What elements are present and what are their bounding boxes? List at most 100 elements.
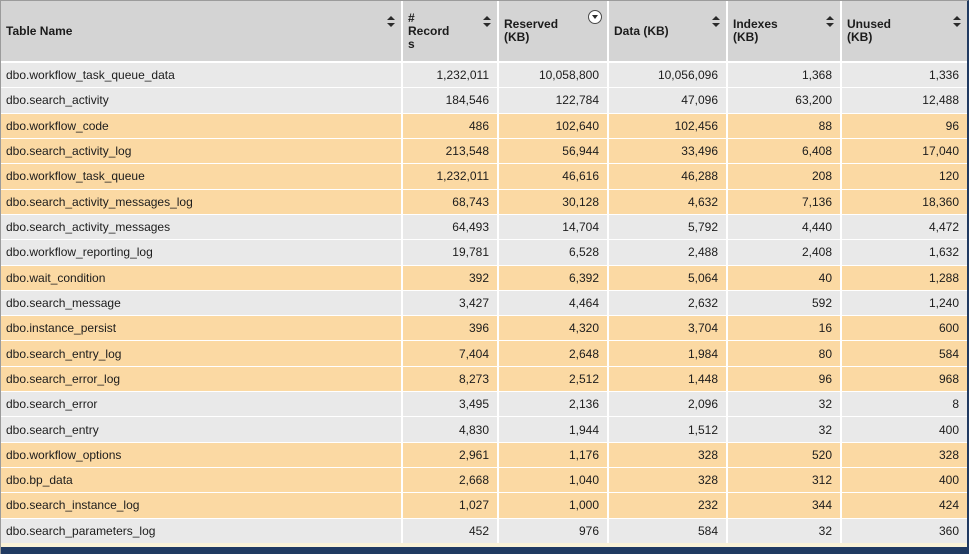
cell-data: 5,064 [609, 265, 728, 290]
cell-data: 1,512 [609, 417, 728, 442]
cell-records: 392 [403, 265, 499, 290]
table-row[interactable]: dbo.search_error_log 8,273 2,512 1,448 9… [1, 366, 967, 393]
table-row[interactable]: dbo.search_parameters_log 452 976 584 32… [1, 518, 967, 543]
cell-records: 68,743 [403, 189, 499, 214]
cell-records: 213,548 [403, 138, 499, 164]
cell-data: 232 [609, 493, 728, 518]
cell-unused: 328 [938, 447, 959, 462]
table-header-row: Table Name # Records Reserved (KB) Data … [1, 1, 967, 63]
cell-reserved: 2,512 [499, 366, 609, 392]
cell-reserved: 122,784 [499, 88, 609, 113]
cell-records: 396 [403, 316, 499, 341]
cell-records: 2,961 [403, 442, 499, 467]
cell-table-name: dbo.search_activity [1, 88, 403, 113]
cell-indexes: 32 [728, 392, 842, 417]
sort-descending-icon[interactable] [588, 10, 602, 24]
cell-data: 33,496 [609, 138, 728, 164]
cell-reserved: 2,136 [499, 392, 609, 417]
cell-data: 2,096 [609, 392, 728, 417]
sort-arrows-icon[interactable] [483, 16, 491, 27]
cell-table-name: dbo.search_parameters_log [1, 518, 403, 543]
cell-records: 19,781 [403, 240, 499, 265]
table-row[interactable]: dbo.workflow_reporting_log 19,781 6,528 … [1, 240, 967, 266]
cell-data: 2,488 [609, 240, 728, 265]
cell-unused: 1,288 [928, 270, 959, 285]
cell-reserved: 6,392 [499, 265, 609, 290]
sort-arrows-icon[interactable] [387, 16, 395, 27]
table-row[interactable]: dbo.workflow_task_queue_data 1,232,011 1… [1, 63, 967, 89]
cell-data: 1,984 [609, 341, 728, 366]
cell-indexes: 32 [728, 518, 842, 543]
table-row[interactable]: dbo.bp_data 2,668 1,040 328 312 400 [1, 468, 967, 494]
cell-table-name: dbo.search_message [1, 290, 403, 316]
cell-indexes: 344 [728, 493, 842, 518]
table-row[interactable]: dbo.wait_condition 392 6,392 5,064 40 1,… [1, 265, 967, 291]
cell-data: 328 [609, 468, 728, 493]
cell-table-name: dbo.search_entry_log [1, 341, 403, 366]
cell-indexes: 16 [728, 316, 842, 341]
sort-arrows-icon[interactable] [712, 16, 720, 27]
column-header-label: Data (KB) [614, 23, 669, 38]
column-header-reserved[interactable]: Reserved (KB) [499, 1, 609, 61]
cell-table-name: dbo.search_error [1, 392, 403, 417]
cell-data: 328 [609, 442, 728, 467]
column-header-indexes[interactable]: Indexes (KB) [728, 1, 842, 61]
column-header-label: Unused (KB) [847, 17, 892, 44]
cell-reserved: 46,616 [499, 164, 609, 189]
table-row[interactable]: dbo.search_activity_messages_log 68,743 … [1, 189, 967, 215]
column-header-records[interactable]: # Records [403, 1, 499, 61]
cell-indexes: 96 [728, 366, 842, 392]
column-header-label: Indexes (KB) [733, 17, 778, 44]
table-row[interactable]: dbo.search_entry_log 7,404 2,648 1,984 8… [1, 341, 967, 367]
cell-table-name: dbo.search_activity_messages_log [1, 189, 403, 214]
cell-records: 4,830 [403, 417, 499, 442]
sort-arrows-icon[interactable] [826, 16, 834, 27]
cell-records: 8,273 [403, 366, 499, 392]
table-row[interactable]: dbo.instance_persist 396 4,320 3,704 16 … [1, 316, 967, 342]
sort-arrows-icon[interactable] [953, 16, 961, 27]
column-header-data[interactable]: Data (KB) [609, 1, 728, 61]
cell-table-name: dbo.search_activity_messages [1, 214, 403, 240]
cell-unused: 120 [938, 169, 959, 184]
cell-reserved: 14,704 [499, 214, 609, 240]
table-row[interactable]: dbo.search_instance_log 1,027 1,000 232 … [1, 493, 967, 519]
table-row[interactable]: dbo.search_activity 184,546 122,784 47,0… [1, 88, 967, 114]
cell-unused: 8 [952, 397, 959, 412]
cell-unused: 584 [938, 346, 959, 361]
cell-records: 2,668 [403, 468, 499, 493]
table-row[interactable]: dbo.workflow_options 2,961 1,176 328 520… [1, 442, 967, 468]
cell-reserved: 4,320 [499, 316, 609, 341]
table-row[interactable]: dbo.search_message 3,427 4,464 2,632 592… [1, 290, 967, 317]
cell-records: 1,027 [403, 493, 499, 518]
cell-table-name: dbo.search_entry [1, 417, 403, 442]
cell-records: 64,493 [403, 214, 499, 240]
cell-unused: 96 [945, 118, 959, 133]
cell-reserved: 102,640 [499, 113, 609, 138]
cell-table-name: dbo.search_error_log [1, 366, 403, 392]
cell-table-name: dbo.bp_data [1, 468, 403, 493]
table-row[interactable]: dbo.search_entry 4,830 1,944 1,512 32 40… [1, 417, 967, 443]
cell-unused: 400 [938, 422, 959, 437]
cell-reserved: 2,648 [499, 341, 609, 366]
cell-data: 2,632 [609, 290, 728, 316]
table-row[interactable]: dbo.workflow_task_queue 1,232,011 46,616… [1, 164, 967, 190]
table-row[interactable]: dbo.workflow_code 486 102,640 102,456 88… [1, 113, 967, 139]
cell-indexes: 63,200 [728, 88, 842, 113]
cell-reserved: 10,058,800 [499, 63, 609, 88]
cell-unused: 18,360 [922, 194, 959, 209]
cell-unused: 600 [938, 321, 959, 336]
table-row[interactable]: dbo.search_activity_messages 64,493 14,7… [1, 214, 967, 241]
column-header-table-name[interactable]: Table Name [1, 1, 403, 61]
cell-records: 1,232,011 [403, 164, 499, 189]
column-header-unused[interactable]: Unused (KB) [842, 1, 967, 61]
cell-reserved: 30,128 [499, 189, 609, 214]
table-row[interactable]: dbo.search_activity_log 213,548 56,944 3… [1, 138, 967, 165]
table-row[interactable]: dbo.search_error 3,495 2,136 2,096 32 8 [1, 392, 967, 418]
cell-indexes: 4,440 [728, 214, 842, 240]
cell-indexes: 88 [728, 113, 842, 138]
cell-table-name: dbo.workflow_reporting_log [1, 240, 403, 265]
cell-table-name: dbo.workflow_task_queue [1, 164, 403, 189]
cell-data: 5,792 [609, 214, 728, 240]
cell-table-name: dbo.instance_persist [1, 316, 403, 341]
